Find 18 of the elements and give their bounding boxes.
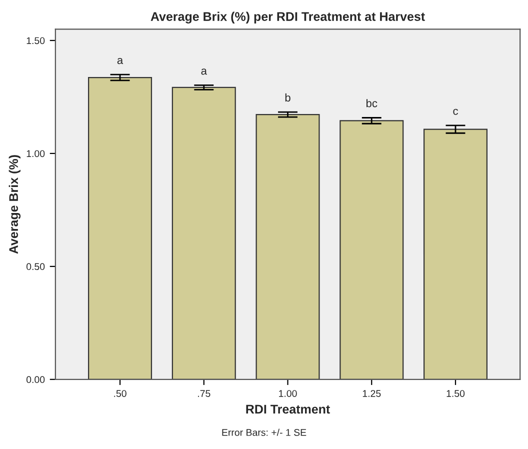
y-axis-title: Average Brix (%) <box>8 155 21 254</box>
annotation: b <box>285 93 290 102</box>
x-tick-label: .50 <box>114 390 126 397</box>
x-tick-label: 1.50 <box>446 390 465 397</box>
chart-title: Average Brix (%) per RDI Treatment at Harvest <box>150 12 425 24</box>
x-tick-label: 1.00 <box>279 390 297 397</box>
x-axis-title: RDI Treatment <box>246 404 330 414</box>
y-tick-label: 0.00 <box>26 376 45 384</box>
x-tick-label: .75 <box>198 390 210 397</box>
annotation: a <box>117 58 124 64</box>
annotation: bc <box>366 99 378 108</box>
text: Error Bars: +/- 1 SE <box>222 428 306 436</box>
annotation: a <box>201 68 207 75</box>
y-tick-label: 1.00 <box>26 150 45 158</box>
annotation: c <box>453 108 458 115</box>
y-tick-label: 0.50 <box>26 263 45 270</box>
x-tick-label: 1.25 <box>362 390 381 397</box>
y-tick-label: 1.50 <box>26 37 45 44</box>
